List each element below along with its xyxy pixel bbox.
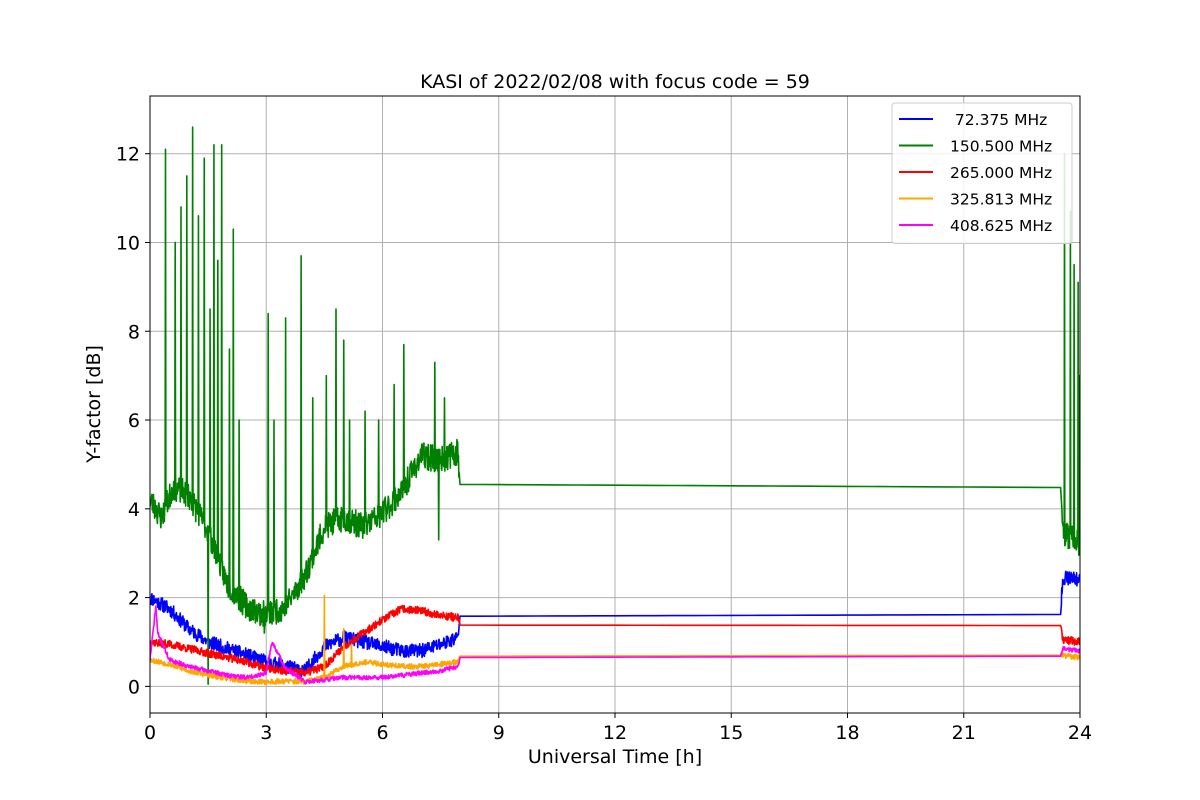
y-tick-label: 0 bbox=[128, 676, 140, 698]
legend-label: 325.813 MHz bbox=[950, 191, 1052, 209]
x-tick-label: 6 bbox=[376, 722, 388, 744]
y-tick-label: 10 bbox=[116, 232, 140, 254]
y-tick-label: 4 bbox=[128, 499, 140, 521]
x-tick-label: 18 bbox=[835, 722, 859, 744]
x-tick-label: 12 bbox=[603, 722, 627, 744]
legend: 72.375 MHz 150.500 MHz 265.000 MHz 325.813 … bbox=[891, 102, 1073, 244]
x-tick-label: 24 bbox=[1068, 722, 1092, 744]
series-line bbox=[150, 126, 1080, 685]
y-tick-label: 8 bbox=[128, 321, 140, 343]
x-tick-label: 0 bbox=[144, 722, 156, 744]
x-tick-label: 9 bbox=[493, 722, 505, 744]
legend-label: 265.000 MHz bbox=[950, 164, 1052, 182]
y-tick-label: 6 bbox=[128, 410, 140, 432]
series-group bbox=[150, 126, 1080, 686]
x-tick-label: 21 bbox=[952, 722, 976, 744]
series-line bbox=[150, 605, 1080, 685]
y-tick-label: 2 bbox=[128, 588, 140, 610]
y-axis-label: Y-factor [dB] bbox=[83, 345, 105, 464]
y-tick-label: 12 bbox=[116, 144, 140, 166]
series-line bbox=[150, 604, 1080, 677]
legend-label: 72.375 MHz bbox=[950, 111, 1047, 129]
series-line bbox=[150, 594, 1080, 686]
legend-label: 408.625 MHz bbox=[950, 217, 1052, 235]
x-tick-label: 15 bbox=[719, 722, 743, 744]
x-axis-label: Universal Time [h] bbox=[528, 746, 702, 768]
chart-title: KASI of 2022/02/08 with focus code = 59 bbox=[420, 71, 810, 93]
legend-box bbox=[891, 102, 1073, 244]
legend-label: 150.500 MHz bbox=[950, 138, 1052, 156]
x-tick-label: 3 bbox=[260, 722, 272, 744]
